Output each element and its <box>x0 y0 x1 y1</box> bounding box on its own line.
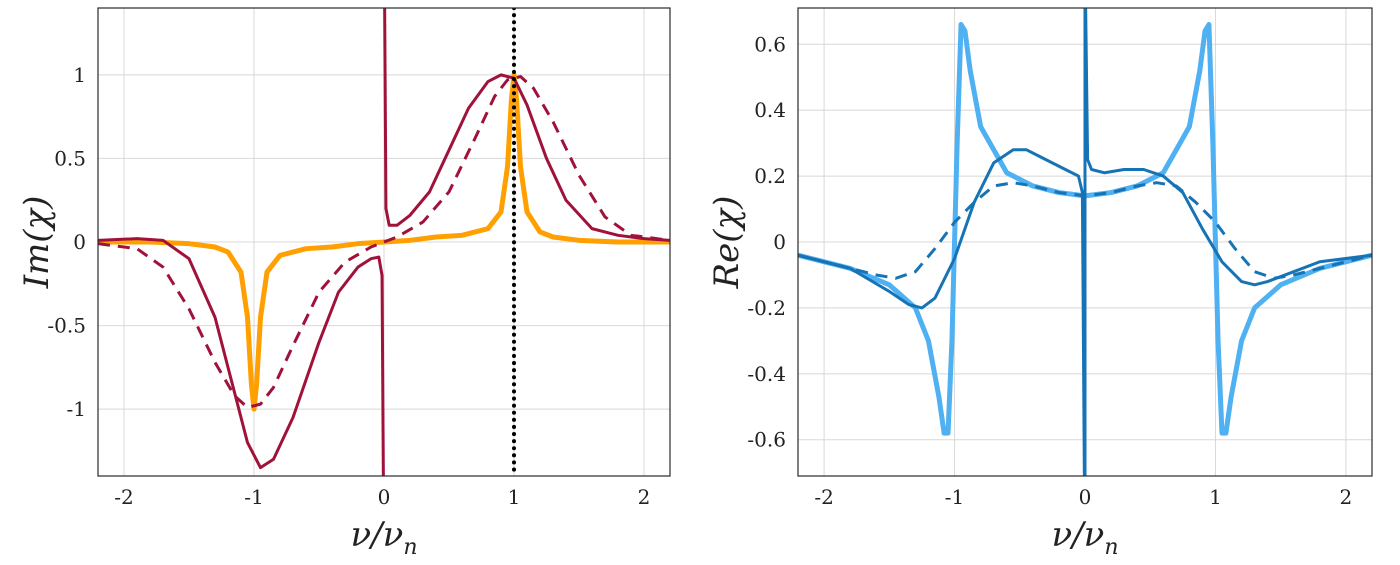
y-tick-label: 0 <box>773 230 786 254</box>
y-tick-label: -0.5 <box>47 314 86 338</box>
im-chi-panel: -2 -1 0 1 2 -1 -0.5 0 0.5 1 ν/νn Im(χ) <box>17 7 671 560</box>
x-tick-label: -2 <box>814 485 833 509</box>
y-tick-label: -0.2 <box>747 296 786 320</box>
x-tick-label: 1 <box>508 485 521 509</box>
plot-frame <box>97 7 671 477</box>
x-axis-label: ν/νn <box>1052 515 1119 560</box>
series-line-0 <box>98 72 670 412</box>
y-tick-label: 0.6 <box>754 32 786 56</box>
series-group <box>98 8 670 476</box>
y-tick-label: -0.4 <box>747 362 786 386</box>
y-tick-label: 0.5 <box>54 146 86 170</box>
y-tick-label: 0.2 <box>754 164 786 188</box>
y-tick-label: -0.6 <box>747 428 786 452</box>
y-tick-label: 1 <box>73 63 86 87</box>
series-line-1 <box>798 148 1086 476</box>
x-tick-label: 0 <box>1079 485 1092 509</box>
x-tick-label: -1 <box>945 485 964 509</box>
y-tick-label: -1 <box>67 397 86 421</box>
x-tick-label: 0 <box>378 485 391 509</box>
y-axis-label: Re(χ) <box>707 196 747 290</box>
x-tick-label: 2 <box>638 485 651 509</box>
re-chi-panel: -2 -1 0 1 2 -0.6 -0.4 -0.2 0 0.2 0.4 0.6 ν/νn Re(χ) <box>707 7 1373 560</box>
x-tick-label: 1 <box>1209 485 1222 509</box>
x-tick-label: -1 <box>244 485 263 509</box>
series-line-2 <box>1084 8 1372 287</box>
series-line-3 <box>98 75 670 409</box>
y-axis-label: Im(χ) <box>17 196 57 290</box>
y-tick-label: 0 <box>73 230 86 254</box>
plot-frame <box>797 7 1373 477</box>
y-tick-label: 0.4 <box>754 98 786 122</box>
x-tick-label: -2 <box>114 485 133 509</box>
series-group <box>798 8 1372 476</box>
series-line-1 <box>98 237 385 476</box>
series-line-2 <box>383 8 670 242</box>
x-axis-label: ν/νn <box>351 515 418 560</box>
x-tick-label: 2 <box>1340 485 1353 509</box>
